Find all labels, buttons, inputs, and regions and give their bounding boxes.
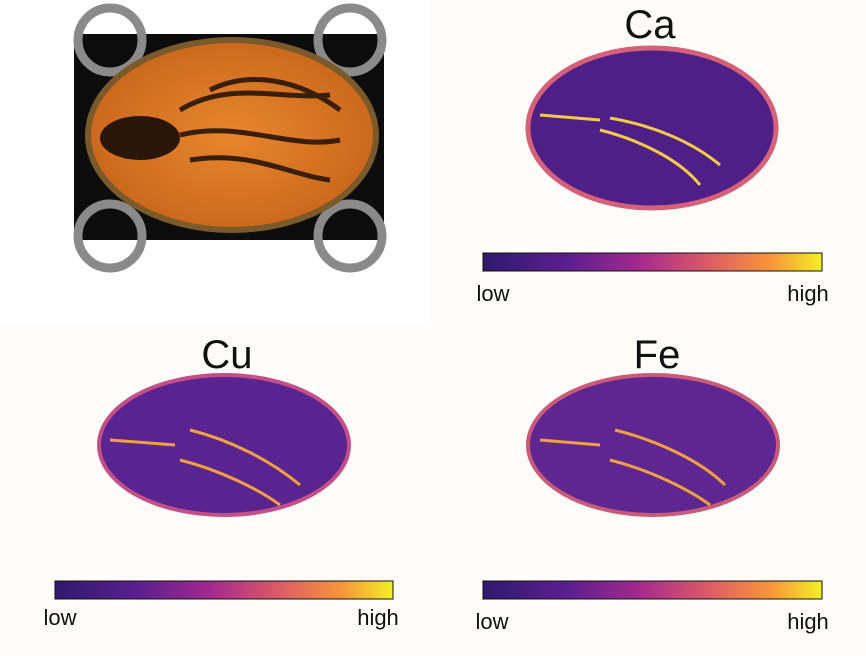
colorbar-max-label: high [357, 605, 399, 630]
map-cu: Cu low high [43, 333, 398, 630]
colorbar-max-label: high [787, 281, 829, 306]
seed-photo [73, 3, 387, 273]
colorbar-min-label: low [476, 281, 509, 306]
map-ca: Ca low high [476, 3, 828, 306]
colorbar-min-label: low [475, 609, 508, 634]
colorbar-max-label: high [787, 609, 829, 634]
map-title: Ca [624, 3, 676, 47]
colorbar-min-label: low [43, 605, 76, 630]
map-title: Fe [634, 333, 681, 377]
map-title: Cu [201, 333, 252, 377]
map-fe: Fe low high [475, 333, 828, 634]
